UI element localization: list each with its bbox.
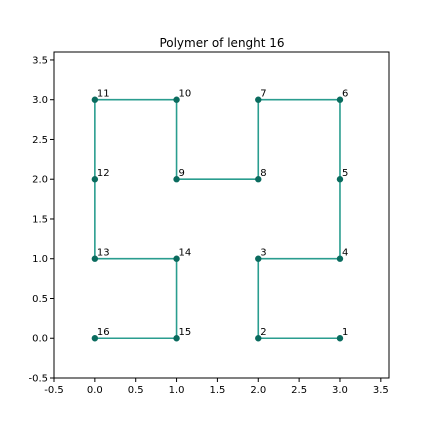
point-label: 4 [342,248,348,259]
polymer-point [173,176,180,183]
polymer-point [173,335,180,342]
polymer-point [255,255,262,262]
point-label: 8 [260,168,266,179]
point-label: 10 [179,89,192,100]
point-label: 15 [179,327,192,338]
x-axis: -0.5 0.0 0.5 1.0 1.5 2.0 2.5 3.0 3.5 [44,378,389,396]
polymer-point [255,96,262,103]
point-label: 1 [342,327,348,338]
y-tick-label: 1.5 [32,214,48,225]
y-tick-label: -0.5 [28,374,48,385]
x-tick-label: 1.0 [169,385,185,396]
point-label: 5 [342,168,348,179]
polymer-point [173,255,180,262]
chart-title: Polymer of lenght 16 [159,36,284,50]
polymer-point [91,96,99,103]
point-label: 7 [260,89,266,100]
x-tick-label: 1.5 [209,385,225,396]
point-label: 11 [97,89,110,100]
x-tick-label: 0.5 [128,385,144,396]
point-label: 16 [97,327,110,338]
x-tick-label: 3.5 [373,385,389,396]
y-tick-label: 1.0 [32,254,48,265]
y-tick-label: 3.5 [32,55,48,66]
y-axis: -0.5 0.0 0.5 1.0 1.5 2.0 2.5 3.0 3.5 [28,55,54,385]
x-tick-label: 3.0 [332,385,348,396]
point-label: 2 [260,327,266,338]
y-tick-label: 0.5 [32,294,48,305]
y-tick-label: 3.0 [32,95,48,106]
point-label: 3 [260,248,266,259]
y-tick-label: 2.5 [32,135,48,146]
point-label: 13 [97,248,110,259]
polymer-point [336,176,344,183]
polymer-point [336,335,344,342]
polymer-point [336,96,344,103]
x-tick-label: 2.5 [291,385,307,396]
x-tick-label: 2.0 [250,385,266,396]
polymer-point [173,96,180,103]
point-label: 14 [179,248,192,259]
point-label: 9 [179,168,185,179]
polymer-point [336,255,344,262]
point-label: 12 [97,168,110,179]
polymer-point [91,335,99,342]
polymer-line [94,98,341,340]
polymer-point [91,255,99,262]
y-tick-label: 2.0 [32,175,48,186]
polymer-point [255,176,262,183]
polymer-point [91,176,99,183]
plot-area-frame [53,51,390,379]
x-tick-label: -0.5 [44,385,64,396]
polymer-markers [91,96,344,342]
polymer-point [255,335,262,342]
point-label: 6 [342,89,348,100]
x-tick-label: 0.0 [87,385,103,396]
polymer-series [94,98,341,340]
y-tick-label: 0.0 [32,334,48,345]
